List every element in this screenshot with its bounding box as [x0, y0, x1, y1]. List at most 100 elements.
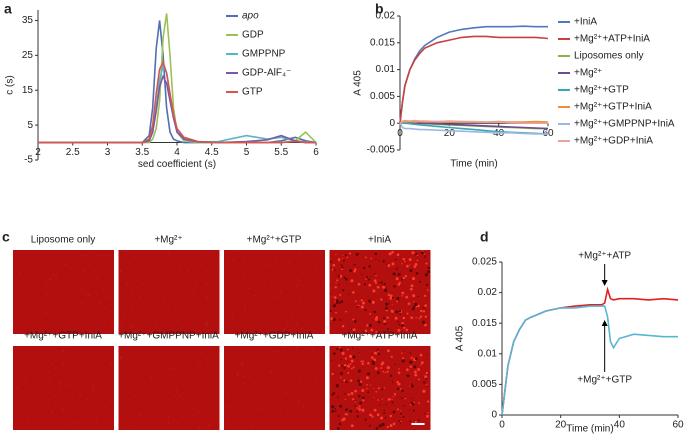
speck: [69, 346, 71, 348]
speck: [391, 381, 394, 383]
speck: [110, 400, 112, 403]
y-axis-label: c (s): [5, 75, 16, 94]
speck: [366, 384, 368, 386]
speck: [199, 361, 201, 363]
speck: [23, 382, 25, 384]
speck: [303, 369, 305, 371]
speck: [413, 305, 416, 308]
speck: [63, 306, 65, 309]
speck: [204, 389, 207, 392]
speck: [50, 308, 52, 310]
speck: [340, 359, 342, 361]
speck: [79, 396, 81, 398]
speck: [398, 300, 400, 302]
speck: [119, 325, 121, 327]
speck: [367, 362, 370, 365]
speck: [217, 268, 219, 270]
speck: [244, 276, 246, 278]
speck: [124, 313, 126, 315]
speck: [16, 386, 18, 389]
speck: [55, 367, 57, 369]
speck: [180, 269, 182, 271]
micrograph: [13, 250, 114, 334]
speck: [253, 269, 255, 271]
speck: [374, 252, 378, 256]
speck: [370, 328, 374, 332]
speck: [254, 382, 256, 385]
speck: [103, 254, 105, 257]
speck: [344, 254, 347, 257]
speck: [352, 328, 356, 332]
speck: [153, 301, 155, 303]
speck: [49, 285, 51, 287]
speck: [370, 276, 372, 278]
speck: [405, 295, 409, 299]
speck: [361, 362, 364, 366]
speck: [399, 387, 402, 390]
speck: [245, 299, 247, 301]
speck: [56, 421, 58, 423]
speck: [403, 350, 405, 352]
speck: [228, 381, 230, 383]
speck: [177, 377, 179, 379]
speck: [395, 277, 399, 281]
micrograph: [118, 346, 220, 430]
y-tick-label: 0.01: [376, 64, 396, 75]
speck: [125, 403, 127, 405]
speck: [197, 322, 199, 324]
speck: [375, 258, 377, 260]
speck: [98, 302, 100, 304]
speck: [217, 328, 219, 330]
speck: [101, 356, 103, 359]
speck: [397, 328, 401, 332]
speck: [404, 260, 406, 263]
speck: [27, 420, 29, 422]
speck: [226, 363, 228, 365]
speck: [51, 411, 53, 413]
speck: [425, 353, 428, 355]
image-label: +Mg²⁺+GTP+IniA: [24, 331, 102, 342]
speck: [385, 302, 389, 306]
speck: [58, 387, 60, 389]
speck: [387, 264, 391, 267]
speck: [417, 368, 421, 371]
speck: [349, 379, 353, 382]
speck: [417, 296, 419, 298]
speck: [290, 293, 292, 295]
speck: [415, 316, 417, 319]
speck: [391, 309, 393, 311]
speck: [66, 384, 68, 386]
speck: [373, 279, 377, 283]
speck: [396, 408, 399, 411]
speck: [382, 285, 386, 289]
speck: [410, 284, 414, 288]
speck: [206, 283, 208, 285]
speck: [402, 276, 405, 280]
speck: [329, 260, 332, 263]
speck: [371, 415, 374, 418]
speck: [352, 398, 355, 401]
speck: [419, 280, 422, 283]
speck: [424, 375, 428, 379]
series-line: [399, 119, 548, 124]
speck: [315, 266, 317, 268]
y-tick-label: 0.015: [370, 37, 395, 48]
speck: [423, 294, 427, 298]
speck: [55, 401, 57, 404]
speck: [181, 262, 183, 264]
speck: [244, 309, 246, 311]
speck: [425, 262, 428, 265]
speck: [341, 418, 344, 422]
speck: [343, 276, 346, 279]
speck: [399, 421, 402, 424]
speck: [350, 424, 354, 428]
speck: [375, 274, 377, 277]
speck: [272, 265, 274, 267]
speck: [383, 282, 386, 286]
speck: [372, 289, 376, 293]
speck: [130, 290, 132, 292]
speck: [202, 401, 204, 403]
legend-label: apo: [242, 11, 259, 22]
speck: [303, 404, 305, 406]
speck: [401, 359, 405, 363]
